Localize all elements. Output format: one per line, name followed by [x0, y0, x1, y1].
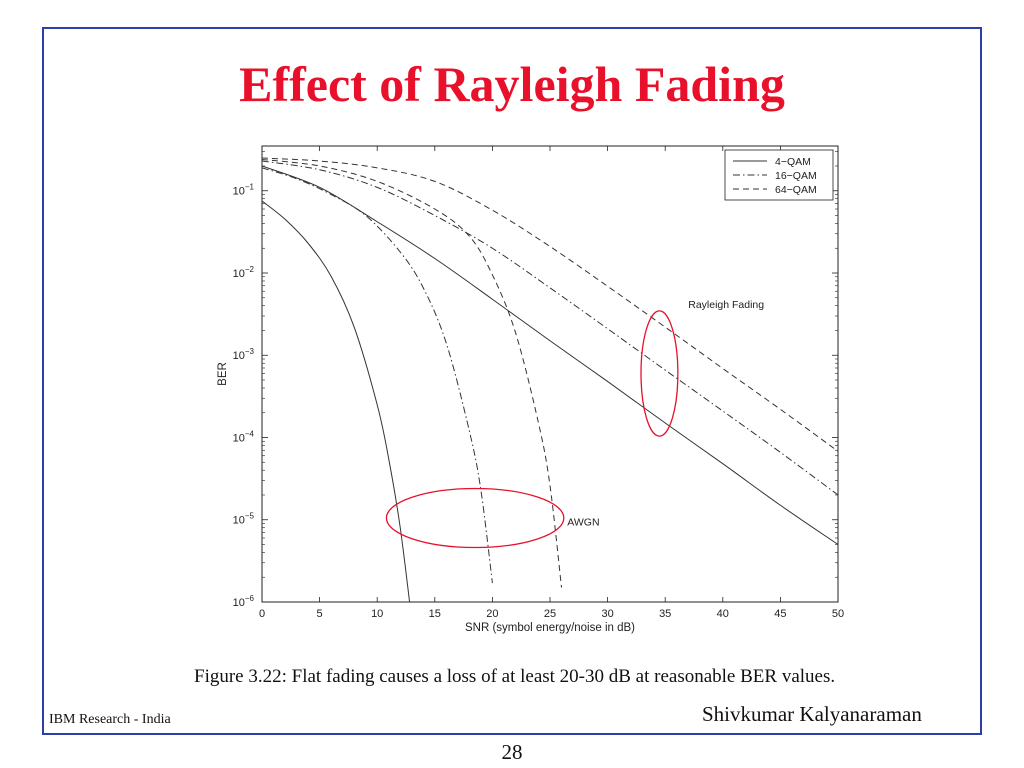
y-tick-base: 10 — [233, 597, 245, 609]
series-line-awgn-16-qam — [262, 167, 493, 584]
y-tick-label: 10−3 — [233, 347, 255, 362]
y-tick-exponent: −4 — [245, 429, 255, 438]
x-tick-label: 20 — [486, 608, 498, 620]
y-tick-exponent: −1 — [245, 183, 255, 192]
y-tick-exponent: −2 — [245, 265, 255, 274]
slide-frame — [42, 27, 982, 735]
annotation-rayleigh-fading: Rayleigh Fading — [688, 299, 764, 311]
x-tick-label: 15 — [429, 608, 441, 620]
y-tick-label: 10−6 — [233, 594, 255, 609]
y-tick-label: 10−4 — [233, 429, 255, 444]
footer-organization: IBM Research - India — [49, 712, 171, 727]
y-tick-label: 10−2 — [233, 265, 255, 280]
x-tick-label: 45 — [774, 608, 786, 620]
y-tick-base: 10 — [233, 432, 245, 444]
x-tick-label: 25 — [544, 608, 556, 620]
series-line-rayleigh-fading-64-qam — [262, 157, 838, 452]
series-line-awgn-4-qam — [262, 200, 411, 602]
y-tick-label: 10−1 — [233, 183, 255, 198]
page-number: 28 — [501, 740, 523, 764]
annotation-awgn: AWGN — [567, 517, 599, 529]
figure-caption: Figure 3.22: Flat fading causes a loss o… — [194, 666, 836, 687]
series-line-awgn-64-qam — [262, 158, 563, 588]
y-tick-exponent: −6 — [245, 594, 255, 603]
slide-title: Effect of Rayleigh Fading — [239, 56, 785, 112]
ber-chart: 0 5 10 15 20 25 30 35 40 45 5010−610−510−410−310−2… — [217, 145, 844, 634]
y-tick-exponent: −5 — [245, 512, 255, 521]
x-tick-label: 30 — [601, 608, 613, 620]
x-tick-label: 35 — [659, 608, 671, 620]
x-tick-label: 0 — [259, 608, 265, 620]
series-line-rayleigh-fading-16-qam — [262, 160, 838, 496]
y-tick-label: 10−5 — [233, 512, 255, 527]
footer-author: Shivkumar Kalyanaraman — [702, 702, 922, 726]
x-axis-label: SNR (symbol energy/noise in dB) — [465, 622, 635, 634]
y-tick-base: 10 — [233, 515, 245, 527]
x-tick-label: 5 — [317, 608, 323, 620]
highlight-ellipse-rayleigh-fading — [640, 310, 679, 437]
legend-label: 16−QAM — [775, 170, 817, 182]
x-tick-label: 10 — [371, 608, 383, 620]
series-line-rayleigh-fading-4-qam — [262, 165, 838, 545]
legend-label: 64−QAM — [775, 184, 817, 196]
y-tick-base: 10 — [233, 350, 245, 362]
y-tick-exponent: −3 — [245, 347, 255, 356]
x-tick-label: 50 — [832, 608, 844, 620]
x-tick-label: 40 — [717, 608, 729, 620]
legend-label: 4−QAM — [775, 156, 811, 168]
y-tick-base: 10 — [233, 268, 245, 280]
y-axis-label: BER — [217, 362, 229, 386]
y-tick-base: 10 — [233, 186, 245, 198]
highlight-ellipse-awgn — [385, 487, 565, 549]
